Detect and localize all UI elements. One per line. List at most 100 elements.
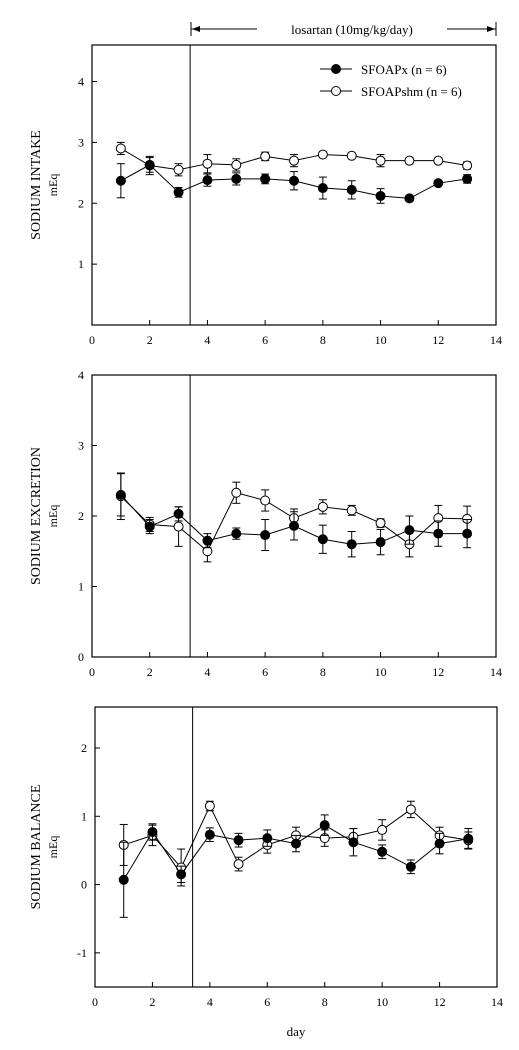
intake-y-tick-label: 1 (78, 257, 84, 271)
balance-sfoapx-point (176, 869, 187, 880)
excretion-y-axis-title: SODIUM EXCRETION (29, 447, 44, 585)
intake-sfoapshm-point (404, 155, 415, 166)
intake-sfoapshm-point (231, 159, 242, 170)
intake-sfoapshm-point (462, 160, 473, 171)
intake-sfoapx-point (433, 178, 444, 189)
intake-sfoapx-point (202, 175, 213, 186)
balance-sfoapx-point (291, 838, 301, 849)
excretion-x-tick-label: 8 (320, 665, 326, 679)
intake-sfoapshm-point (433, 155, 444, 166)
intake-sfoapshm-point (260, 151, 271, 162)
intake-y-tick-label: 3 (78, 135, 84, 149)
balance-y-tick-label: 1 (81, 809, 87, 823)
intake-sfoapshm-point (289, 155, 299, 166)
balance-sfoapx-point (147, 826, 158, 837)
balance-sfoapx-point (377, 846, 388, 857)
excretion-sfoapshm-point (260, 495, 271, 506)
balance-sfoapx-point (463, 833, 474, 844)
excretion-sfoapshm-point (317, 501, 328, 512)
intake-x-tick-label: 0 (89, 333, 95, 347)
excretion-sfoapshm-point (173, 521, 184, 532)
balance-plot-frame (94, 706, 498, 988)
legend-marker-sfoapshm (331, 86, 341, 96)
balance-y-tick-label: -1 (77, 946, 87, 960)
intake-sfoapx-point (404, 193, 415, 204)
excretion-sfoapx-point (231, 528, 242, 539)
excretion-sfoapshm-point (346, 505, 357, 516)
intake-sfoapshm-point (202, 158, 213, 169)
intake-x-tick-label: 8 (320, 333, 326, 347)
excretion-sfoapx-point (260, 530, 271, 541)
balance-sfoapx-point (434, 838, 445, 849)
balance-sfoapshm-point (405, 804, 416, 815)
intake-sfoapx-point (115, 175, 126, 186)
excretion-sfoapx-point (346, 539, 357, 550)
intake-x-tick-label: 10 (375, 333, 387, 347)
balance-x-tick-label: 8 (322, 995, 328, 1009)
excretion-sfoapx-point (289, 520, 299, 531)
intake-sfoapx-point (375, 190, 386, 201)
intake-sfoapshm-point (115, 143, 126, 154)
intake-sfoapx-point (260, 173, 271, 184)
balance-sfoapx-point (204, 829, 215, 840)
balance-y-tick-label: 0 (81, 878, 87, 892)
excretion-sfoapx-point (202, 535, 213, 546)
balance-sfoapx-point (262, 833, 273, 844)
excretion-sfoapx-point (115, 489, 126, 500)
intake-sfoapshm-point (346, 150, 357, 161)
balance-sfoapshm-point (377, 824, 388, 835)
legend-label-sfoapshm: SFOAPshm (n = 6) (361, 84, 462, 99)
excretion-sfoapx-point (317, 534, 328, 545)
excretion-x-tick-label: 10 (375, 665, 387, 679)
intake-y-axis-unit: mEq (46, 174, 60, 197)
intake-plot-frame (91, 44, 497, 326)
excretion-sfoapshm-point (375, 518, 386, 529)
excretion-y-tick-label: 3 (78, 439, 84, 453)
excretion-y-tick-label: 2 (78, 509, 84, 523)
intake-sfoapx-point (173, 187, 184, 198)
excretion-y-tick-label: 4 (78, 368, 84, 382)
excretion-x-tick-label: 14 (490, 665, 502, 679)
losartan-annotation: losartan (10mg/kg/day) (190, 20, 497, 38)
balance-sfoapshm-point (233, 859, 244, 870)
excretion-sfoapx-point (375, 537, 386, 548)
intake-sfoapx-point (144, 159, 155, 170)
intake-sfoapx-point (289, 175, 299, 186)
excretion-sfoapx-point (173, 508, 184, 519)
balance-y-axis-unit: mEq (46, 836, 60, 859)
excretion-x-tick-label: 4 (204, 665, 210, 679)
balance-sfoapx-point (118, 874, 129, 885)
annotation-right-arrowhead (487, 26, 495, 32)
annotation-left-arrowhead (192, 26, 200, 32)
intake-x-tick-label: 6 (262, 333, 268, 347)
balance-sfoapx-point (319, 820, 330, 831)
intake-x-tick-label: 14 (490, 333, 502, 347)
intake-sfoapshm-point (317, 149, 328, 160)
excretion-sfoapx-point (144, 521, 155, 532)
intake-y-axis-title: SODIUM INTAKE (29, 130, 44, 240)
intake-sfoapshm-point (173, 164, 184, 175)
balance-x-tick-label: 14 (491, 995, 503, 1009)
excretion-sfoapx-point (433, 528, 444, 539)
excretion-x-tick-label: 12 (432, 665, 444, 679)
excretion-y-tick-label: 1 (78, 580, 84, 594)
intake-sfoapx-point (462, 173, 473, 184)
intake-x-tick-label: 12 (432, 333, 444, 347)
intake-sfoapshm-point (375, 155, 386, 166)
excretion-sfoapshm-point (231, 487, 242, 498)
balance-x-tick-label: 4 (207, 995, 213, 1009)
intake-sfoapx-point (346, 184, 357, 195)
excretion-x-tick-label: 0 (89, 665, 95, 679)
balance-sfoapx-point (405, 861, 416, 872)
balance-x-tick-label: 10 (376, 995, 388, 1009)
intake-x-tick-label: 4 (204, 333, 210, 347)
excretion-x-tick-label: 6 (262, 665, 268, 679)
balance-sfoapx-point (233, 835, 244, 846)
balance-sfoapshm-point (204, 801, 215, 812)
balance-x-tick-label: 2 (149, 995, 155, 1009)
intake-x-tick-label: 2 (147, 333, 153, 347)
